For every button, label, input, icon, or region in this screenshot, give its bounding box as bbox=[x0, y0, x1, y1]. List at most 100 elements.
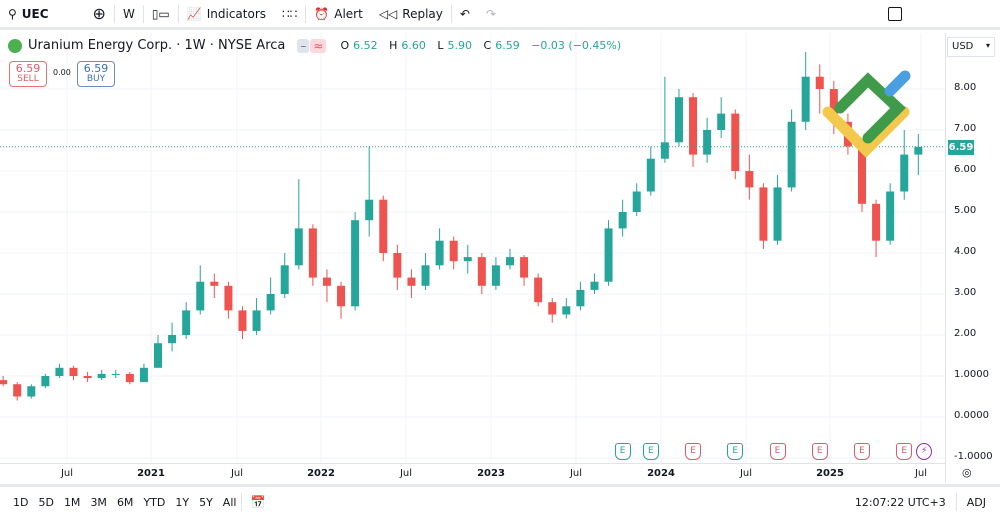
undo-button[interactable]: ↶ bbox=[452, 0, 478, 29]
price-tick-label: 2.00 bbox=[954, 328, 977, 339]
chevron-down-icon: ▾ bbox=[985, 41, 990, 50]
candle-body bbox=[646, 158, 655, 192]
chart-type-button[interactable]: ▯▭ bbox=[144, 0, 178, 29]
candle-body bbox=[604, 228, 613, 282]
earnings-badge[interactable]: E bbox=[769, 443, 786, 460]
candle-body bbox=[717, 113, 726, 130]
time-tick-label: Jul bbox=[569, 468, 583, 479]
candle-body bbox=[463, 257, 472, 262]
undo-icon: ↶ bbox=[459, 6, 470, 21]
range-button-5y[interactable]: 5Y bbox=[199, 495, 213, 509]
axis-settings-icon[interactable]: ◎ bbox=[962, 466, 972, 479]
interval-button[interactable]: W bbox=[122, 6, 135, 21]
bottom-toolbar: 1D 5D 1M 3M 6M YTD 1Y 5Y All 📅 12:07:22 UTC+3 AD… bbox=[0, 484, 1000, 517]
symbol-search[interactable]: ⚲ UEC bbox=[8, 6, 49, 21]
divider bbox=[241, 493, 243, 511]
earnings-badge[interactable]: E bbox=[854, 443, 870, 460]
time-tick-label: Jul bbox=[914, 468, 928, 479]
candle-body bbox=[280, 265, 289, 294]
earnings-badge[interactable]: E bbox=[642, 443, 659, 460]
candle-body bbox=[590, 281, 599, 290]
divider bbox=[305, 4, 307, 23]
candle-body bbox=[125, 373, 134, 383]
time-tick-label: Jul bbox=[399, 468, 413, 479]
candle-body bbox=[0, 380, 8, 385]
search-icon: ⚲ bbox=[8, 6, 17, 21]
candle-body bbox=[27, 386, 36, 397]
candle-body bbox=[393, 253, 402, 278]
visibility-toggle[interactable]: – bbox=[297, 38, 310, 53]
clock-time[interactable]: 12:07:22 UTC+3 bbox=[854, 495, 946, 509]
divider bbox=[177, 4, 179, 23]
templates-button[interactable]: ∷∷ bbox=[274, 0, 305, 29]
time-tick-label: 2021 bbox=[137, 468, 165, 479]
indicators-button[interactable]: 📈 Indicators bbox=[186, 6, 267, 21]
candle-body bbox=[491, 265, 500, 286]
alert-button[interactable]: ⏰ Alert bbox=[314, 6, 363, 21]
earnings-badge[interactable]: E bbox=[811, 443, 828, 460]
range-button-all[interactable]: All bbox=[222, 495, 237, 509]
divider bbox=[955, 493, 957, 511]
replay-button[interactable]: ◁◁ Replay bbox=[378, 6, 443, 21]
candle-body bbox=[900, 154, 909, 192]
range-button-3m[interactable]: 3M bbox=[90, 495, 107, 509]
indicators-icon: 📈 bbox=[186, 6, 202, 21]
candle-body bbox=[815, 76, 824, 89]
candle-body bbox=[41, 376, 50, 387]
lightning-event-icon[interactable]: ⚡ bbox=[916, 443, 933, 460]
adj-toggle[interactable]: ADJ bbox=[966, 495, 986, 509]
candle-body bbox=[238, 310, 247, 331]
price-tick-label: 0.0000 bbox=[954, 410, 989, 421]
candle-body bbox=[477, 257, 486, 286]
candle-body bbox=[886, 191, 895, 241]
range-button-5d[interactable]: 5D bbox=[38, 495, 54, 509]
candle-body bbox=[55, 367, 64, 376]
date-range-icon[interactable]: 📅 bbox=[250, 495, 266, 509]
indicator-toggle[interactable]: ≈ bbox=[310, 38, 327, 53]
divider bbox=[113, 4, 115, 23]
candle-body bbox=[506, 257, 514, 266]
earnings-badge[interactable]: E bbox=[896, 443, 913, 460]
candle-body bbox=[632, 191, 641, 212]
candle-body bbox=[759, 187, 768, 241]
currency-select[interactable]: USD ▾ bbox=[947, 37, 995, 57]
earnings-badge[interactable]: E bbox=[727, 443, 744, 460]
time-tick-label: Jul bbox=[230, 468, 244, 479]
candle-body bbox=[674, 97, 683, 143]
candle-body bbox=[154, 343, 162, 368]
candle-body bbox=[294, 228, 303, 266]
candle-body bbox=[520, 257, 529, 278]
candle-body bbox=[435, 240, 444, 266]
redo-button[interactable]: ↷ bbox=[478, 0, 504, 29]
price-axis[interactable]: 8.00 7.00 6.00 5.00 4.00 3.00 2.00 1.0000 0.0000… bbox=[945, 33, 1000, 483]
candle-body bbox=[703, 130, 712, 155]
candle-body bbox=[745, 171, 754, 188]
price-chart[interactable] bbox=[0, 33, 945, 463]
fullscreen-button[interactable] bbox=[880, 0, 910, 29]
candle-body bbox=[914, 146, 923, 155]
earnings-badge[interactable]: E bbox=[685, 443, 702, 460]
candle-body bbox=[618, 212, 627, 229]
range-button-1m[interactable]: 1M bbox=[63, 495, 81, 509]
symbol-title[interactable]: Uranium Energy Corp. · 1W · NYSE Arca bbox=[28, 38, 286, 53]
candle-body bbox=[69, 367, 78, 376]
candle-body bbox=[111, 373, 120, 375]
range-button-ytd[interactable]: YTD bbox=[143, 495, 166, 509]
compare-button[interactable]: ⊕ bbox=[85, 0, 114, 29]
candle-body bbox=[210, 281, 219, 286]
candle-body bbox=[351, 220, 360, 307]
sell-button[interactable]: 6.59 SELL bbox=[9, 61, 47, 87]
candle-body bbox=[182, 310, 191, 335]
candle-body bbox=[689, 97, 698, 155]
time-axis[interactable]: Jul 2021 Jul 2022 Jul 2023 Jul 2024 Jul 2025 Jul bbox=[0, 463, 945, 483]
buy-button[interactable]: 6.59 BUY bbox=[77, 61, 115, 87]
candle-body bbox=[224, 285, 233, 311]
range-button-6m[interactable]: 6M bbox=[116, 495, 134, 509]
square-icon bbox=[888, 6, 902, 21]
price-tick-label: 4.00 bbox=[954, 246, 977, 257]
candle-body bbox=[97, 373, 106, 379]
range-button-1d[interactable]: 1D bbox=[13, 495, 29, 509]
earnings-badge[interactable]: E bbox=[614, 443, 631, 460]
watermark-logo bbox=[884, 70, 911, 97]
range-button-1y[interactable]: 1Y bbox=[175, 495, 190, 509]
